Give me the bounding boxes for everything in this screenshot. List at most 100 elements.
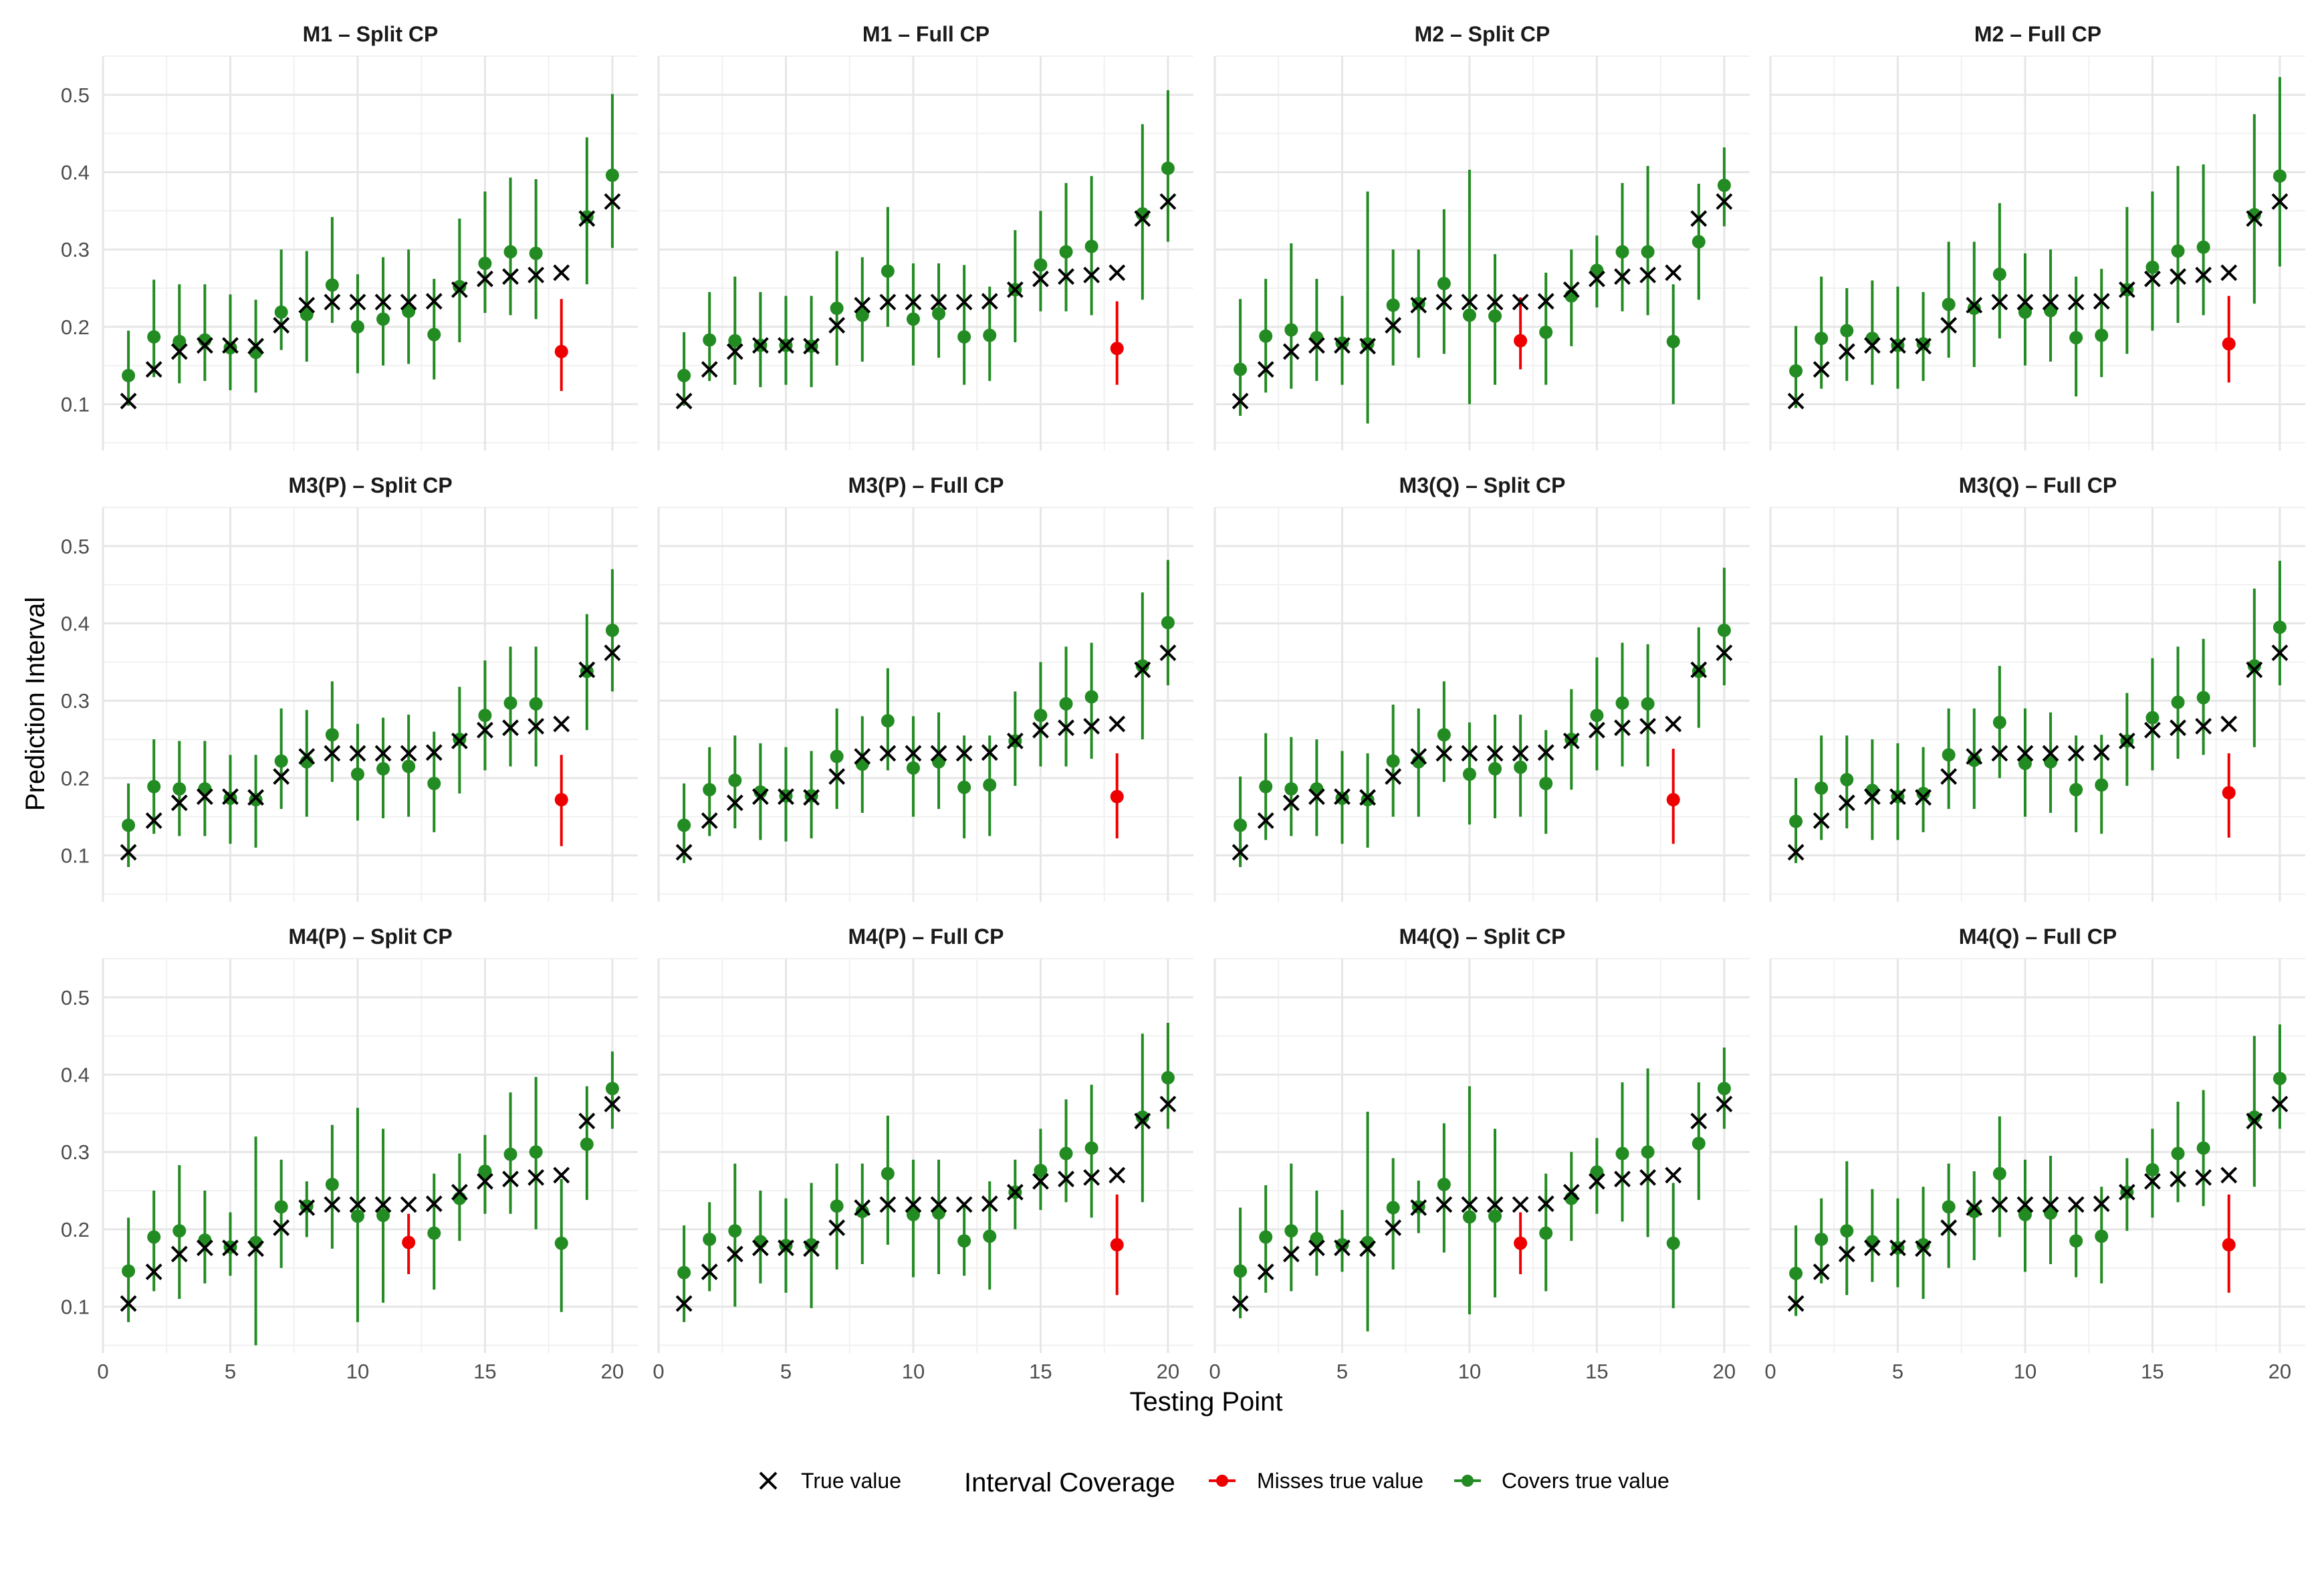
interval-point	[274, 305, 288, 319]
true-value-marker	[2118, 1183, 2135, 1201]
y-tick-label: 0.4	[61, 161, 90, 185]
true-value-marker	[1589, 721, 1605, 739]
true-value-marker	[1889, 1239, 1906, 1257]
interval-point	[325, 728, 339, 742]
interval-point	[1942, 748, 1956, 762]
interval-point	[728, 773, 742, 787]
true-value-marker	[905, 745, 922, 762]
true-value-marker	[2093, 293, 2110, 310]
true-value-marker	[145, 1263, 162, 1280]
true-value-marker	[196, 337, 213, 354]
interval-point	[983, 778, 997, 792]
interval-point	[1161, 616, 1175, 630]
true-value-marker	[2016, 745, 2034, 762]
true-value-marker	[145, 361, 162, 378]
true-value-marker	[1614, 268, 1631, 285]
interval-point	[2222, 785, 2236, 800]
true-value-marker	[1134, 1112, 1151, 1130]
interval-point	[1361, 793, 1375, 807]
interval-point	[172, 1224, 187, 1238]
true-value-marker	[828, 768, 846, 785]
true-value-marker	[2118, 281, 2135, 298]
true-value-marker	[1665, 264, 1682, 281]
interval-point	[478, 709, 492, 723]
x-axis-title: Testing Point	[1129, 1387, 1282, 1417]
interval-point	[1437, 728, 1451, 742]
interval-point	[2247, 208, 2261, 222]
true-value-marker	[1334, 788, 1351, 806]
interval-point	[1234, 1264, 1248, 1278]
interval-point	[830, 749, 844, 763]
true-value-marker	[930, 1196, 947, 1213]
y-axis-title: Prediction Interval	[21, 597, 50, 811]
panel-title: M3(Q) – Full CP	[1959, 473, 2117, 497]
interval-point	[1135, 1110, 1149, 1124]
interval-point	[1815, 781, 1829, 795]
true-value-marker	[879, 293, 897, 311]
true-value-marker	[349, 745, 366, 762]
interval-point	[1234, 362, 1248, 376]
true-value-marker	[1486, 293, 1504, 311]
true-value-marker	[1716, 644, 1733, 661]
interval-point	[703, 783, 717, 797]
interval-point	[1110, 789, 1124, 804]
true-value-marker	[1461, 745, 1478, 762]
true-value-marker	[1385, 1219, 1402, 1237]
true-value-marker	[1058, 268, 1074, 285]
true-value-marker	[701, 1263, 718, 1280]
true-value-marker	[1838, 1245, 1855, 1263]
interval-point	[1514, 334, 1528, 348]
true-value-marker	[905, 293, 922, 311]
true-value-marker	[170, 794, 188, 812]
true-value-marker	[400, 293, 417, 311]
true-value-marker	[2042, 293, 2059, 311]
true-value-marker	[1940, 317, 1958, 334]
true-value-marker	[675, 392, 693, 410]
true-value-marker	[2016, 1196, 2034, 1213]
interval-point	[2196, 691, 2210, 705]
true-value-marker	[2144, 1173, 2161, 1190]
true-value-marker	[1940, 1219, 1958, 1237]
true-value-marker	[1257, 1263, 1274, 1280]
panel-title: M1 – Full CP	[862, 22, 990, 46]
interval-point	[2171, 1146, 2185, 1161]
interval-point	[881, 1167, 895, 1181]
interval-point	[350, 767, 364, 781]
true-value-marker	[1159, 1096, 1177, 1112]
interval-point	[881, 264, 895, 278]
interval-point	[274, 1200, 288, 1214]
x-tick-label: 0	[97, 1360, 108, 1383]
x-tick-label: 20	[1157, 1360, 1179, 1383]
true-value-marker	[324, 745, 341, 762]
true-value-marker	[247, 789, 264, 806]
true-value-marker	[854, 297, 871, 314]
interval-point	[274, 754, 288, 768]
interval-point	[529, 1145, 543, 1159]
interval-point	[1488, 1209, 1502, 1223]
interval-point	[1789, 1266, 1803, 1280]
true-value-marker	[578, 661, 596, 679]
true-value-marker	[451, 281, 468, 298]
true-value-marker	[120, 1295, 137, 1312]
true-value-marker	[528, 717, 545, 735]
interval-point	[1992, 715, 2006, 729]
true-value-marker	[1813, 1263, 1830, 1280]
interval-point	[728, 334, 742, 348]
interval-point	[503, 696, 517, 710]
true-value-marker	[145, 812, 162, 829]
true-value-marker	[1665, 715, 1682, 733]
interval-point	[2069, 1234, 2083, 1248]
interval-point	[376, 1209, 390, 1223]
panel: M4(Q) – Full CP 0 5 10 15 20	[1764, 925, 2305, 1383]
true-value-marker	[726, 794, 743, 812]
interval-point	[122, 1264, 136, 1278]
interval-point	[503, 245, 517, 259]
true-value-marker	[1461, 293, 1478, 311]
true-value-marker	[1159, 644, 1177, 661]
interval-point	[1942, 297, 1956, 312]
interval-point	[1084, 690, 1098, 704]
true-value-marker	[1915, 1240, 1932, 1257]
interval-point	[1386, 298, 1400, 312]
true-value-marker	[120, 392, 137, 410]
y-tick-label: 0.1	[61, 844, 90, 868]
